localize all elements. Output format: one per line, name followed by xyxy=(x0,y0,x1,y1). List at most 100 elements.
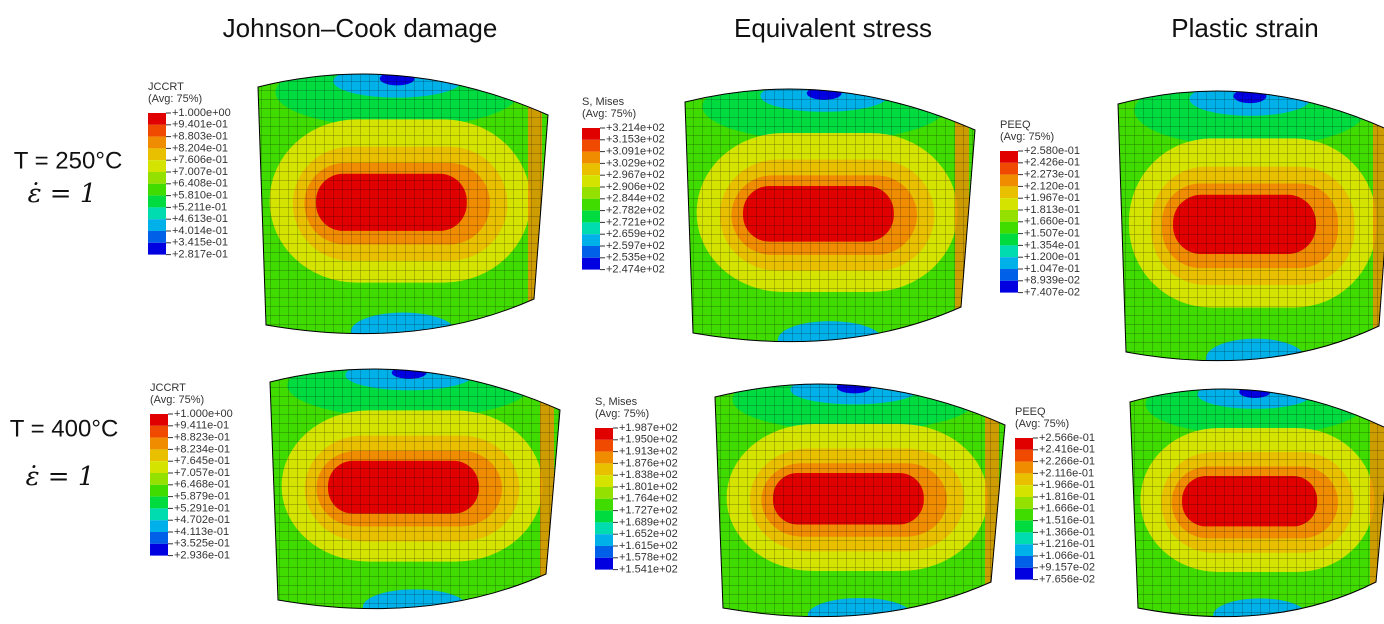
legend-title: S, Mises xyxy=(582,96,625,108)
legend-swatch xyxy=(1015,438,1033,450)
legend-title: PEEQ xyxy=(1000,119,1031,131)
legend-value: +9.411e-01 xyxy=(174,420,229,432)
strain-rate-label: ε̇ = 1 xyxy=(28,179,97,209)
column-title: Equivalent stress xyxy=(734,13,932,43)
legend-swatch xyxy=(1015,521,1033,533)
legend-value: +8.204e-01 xyxy=(172,142,228,154)
legend-value: +8.823e-01 xyxy=(174,432,230,444)
legend-swatch xyxy=(1015,473,1033,485)
legend-swatch xyxy=(150,438,168,450)
legend-value: +2.597e+02 xyxy=(606,240,665,252)
legend-title: JCCRT xyxy=(150,382,186,394)
legend-value: +1.913e+02 xyxy=(619,446,678,458)
legend-swatch xyxy=(582,175,600,187)
contour-plot xyxy=(685,60,975,365)
legend-value: +1.000e+00 xyxy=(174,408,233,420)
legend-swatch xyxy=(1000,222,1018,234)
legend-value: +3.091e+02 xyxy=(606,146,665,158)
legend-swatch xyxy=(148,172,166,184)
legend-swatch xyxy=(582,187,600,199)
fields xyxy=(270,340,560,624)
legend-swatch xyxy=(150,461,168,473)
legend-swatch xyxy=(1000,269,1018,281)
legend-value: +7.407e-02 xyxy=(1024,287,1080,299)
legend-value: +4.702e-01 xyxy=(174,514,230,526)
legend-swatch xyxy=(1015,532,1033,544)
legend-swatch xyxy=(582,199,600,211)
legend-swatch xyxy=(148,219,166,231)
legend-value: +7.057e-01 xyxy=(174,467,230,479)
legend-swatch xyxy=(148,243,166,255)
legend-swatch xyxy=(1000,210,1018,222)
legend-value: +1.578e+02 xyxy=(619,552,678,564)
legend-swatch xyxy=(582,211,600,223)
legend-swatch xyxy=(1000,198,1018,210)
legend-swatch xyxy=(148,231,166,243)
legend-swatch xyxy=(595,440,613,452)
legend-swatch xyxy=(1000,175,1018,187)
legend-average: (Avg: 75%) xyxy=(582,108,636,120)
legend-value: +8.803e-01 xyxy=(172,131,228,143)
strain-rate-label: ε̇ = 1 xyxy=(26,462,95,492)
legend-swatch xyxy=(150,544,168,556)
legend-value: +2.817e-01 xyxy=(172,249,228,261)
legend-swatch xyxy=(1015,556,1033,568)
legend-value: +4.113e-01 xyxy=(174,526,229,538)
legend-swatch xyxy=(1000,281,1018,293)
legend-swatch xyxy=(582,246,600,258)
legend-swatch xyxy=(1000,257,1018,269)
mesh xyxy=(1130,360,1384,624)
legend-value: +2.116e-01 xyxy=(1039,467,1094,479)
legend-swatch xyxy=(595,463,613,475)
mesh xyxy=(270,340,560,624)
legend-value: +7.007e-01 xyxy=(172,166,228,178)
legend-swatch xyxy=(1015,485,1033,497)
legend-value: +5.879e-01 xyxy=(174,491,230,503)
fields xyxy=(715,355,1005,624)
legend-value: +8.939e-02 xyxy=(1024,275,1080,287)
legend-value: +1.967e-01 xyxy=(1024,192,1080,204)
legend-title: JCCRT xyxy=(148,81,184,93)
legend-swatch xyxy=(150,473,168,485)
column-title: Johnson–Cook damage xyxy=(223,13,498,43)
legend-swatch xyxy=(1000,186,1018,198)
legend-title: PEEQ xyxy=(1015,406,1046,418)
legend-value: +1.652e+02 xyxy=(619,528,678,540)
contour-plot xyxy=(1118,62,1384,384)
fields xyxy=(1118,62,1384,384)
legend-swatch xyxy=(1015,544,1033,556)
legend-swatch xyxy=(150,532,168,544)
legend-swatch xyxy=(150,520,168,532)
legend-swatch xyxy=(582,152,600,164)
temperature-label: T = 400°C xyxy=(10,415,119,442)
legend-swatch xyxy=(582,258,600,270)
legend-swatch xyxy=(582,234,600,246)
legend-swatch xyxy=(1015,509,1033,521)
legend-swatch xyxy=(148,196,166,208)
legend-value: +2.906e+02 xyxy=(606,181,665,193)
legend-swatch xyxy=(595,534,613,546)
legend-swatch xyxy=(148,207,166,219)
legend-value: +1.354e-01 xyxy=(1024,239,1080,251)
legend-value: +9.401e-01 xyxy=(172,119,228,131)
legend-swatch xyxy=(595,499,613,511)
legend-value: +3.415e-01 xyxy=(172,237,228,249)
legend-swatch xyxy=(595,558,613,570)
legend-value: +1.066e-01 xyxy=(1039,550,1095,562)
legend-average: (Avg: 75%) xyxy=(148,93,202,105)
legend-swatch xyxy=(582,140,600,152)
legend-value: +8.234e-01 xyxy=(174,443,230,455)
legend-value: +7.656e-02 xyxy=(1039,574,1095,586)
legend-swatch xyxy=(595,475,613,487)
legend-value: +2.967e+02 xyxy=(606,169,665,181)
legend-value: +1.816e-01 xyxy=(1039,491,1095,503)
contour-plot xyxy=(1130,360,1384,624)
legend-value: +2.844e+02 xyxy=(606,193,665,205)
legend-swatch xyxy=(148,148,166,160)
legend-swatch xyxy=(595,428,613,440)
legend-swatch xyxy=(582,163,600,175)
legend-swatch xyxy=(148,113,166,125)
legend-swatch xyxy=(150,508,168,520)
legend-swatch xyxy=(1015,568,1033,580)
temperature-label: T = 250°C xyxy=(14,147,123,174)
